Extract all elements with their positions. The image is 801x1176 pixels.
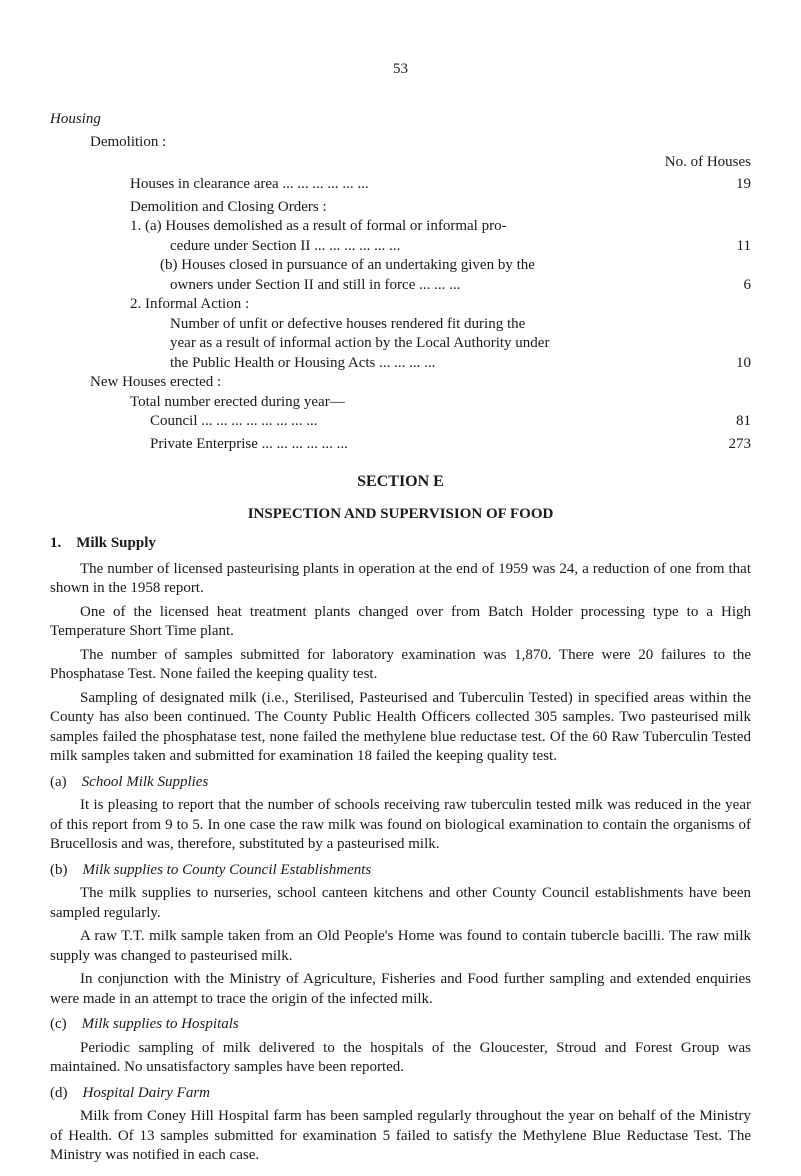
county-council-heading: (b) Milk supplies to County Council Esta… xyxy=(50,861,751,881)
item-2-line3: the Public Health or Housing Acts ... ..… xyxy=(170,354,691,374)
milk-supply-title: Milk Supply xyxy=(76,535,156,551)
item-1a-line2: cedure under Section II ... ... ... ... … xyxy=(170,237,691,257)
total-erected-label: Total number erected during year— xyxy=(130,393,751,413)
demolition-label: Demolition : xyxy=(90,133,751,153)
milk-supply-heading: 1. Milk Supply xyxy=(50,534,751,554)
county-council-para2: A raw T.T. milk sample taken from an Old… xyxy=(50,927,751,966)
hospitals-heading: (c) Milk supplies to Hospitals xyxy=(50,1015,751,1035)
new-houses-label: New Houses erected : xyxy=(90,373,751,393)
dairy-farm-title: Hospital Dairy Farm xyxy=(83,1085,211,1101)
item-2-value: 10 xyxy=(691,315,751,374)
council-label: Council ... ... ... ... ... ... ... ... xyxy=(150,412,691,432)
county-council-label: (b) xyxy=(50,862,68,878)
item-1b-line1: (b) Houses closed in pursuance of an und… xyxy=(160,256,691,276)
item-1b-value: 6 xyxy=(691,256,751,295)
item-2-label: 2. Informal Action : xyxy=(130,295,751,315)
hospitals-para: Periodic sampling of milk delivered to t… xyxy=(50,1039,751,1078)
section-e-title: SECTION E xyxy=(50,472,751,493)
item-1b-line2: owners under Section II and still in for… xyxy=(170,276,691,296)
item-2-line1: Number of unfit or defective houses rend… xyxy=(170,315,691,335)
milk-para3: The number of samples submitted for labo… xyxy=(50,646,751,685)
milk-para1: The number of licensed pasteurising plan… xyxy=(50,560,751,599)
private-value: 273 xyxy=(691,435,751,455)
section-e-subtitle: INSPECTION AND SUPERVISION OF FOOD xyxy=(50,505,751,525)
dairy-farm-label: (d) xyxy=(50,1085,68,1101)
dairy-farm-para: Milk from Coney Hill Hospital farm has b… xyxy=(50,1107,751,1166)
item-1a-value: 11 xyxy=(691,217,751,256)
county-council-para1: The milk supplies to nurseries, school c… xyxy=(50,884,751,923)
clearance-area-value: 19 xyxy=(691,175,751,195)
clearance-area-label: Houses in clearance area ... ... ... ...… xyxy=(130,175,691,195)
item-1a-line1: 1. (a) Houses demolished as a result of … xyxy=(130,217,691,237)
milk-para4: Sampling of designated milk (i.e., Steri… xyxy=(50,689,751,767)
county-council-title: Milk supplies to County Council Establis… xyxy=(83,862,372,878)
dairy-farm-heading: (d) Hospital Dairy Farm xyxy=(50,1084,751,1104)
private-label: Private Enterprise ... ... ... ... ... .… xyxy=(150,435,691,455)
school-milk-title: School Milk Supplies xyxy=(82,774,209,790)
milk-supply-number: 1. xyxy=(50,535,61,551)
hospitals-label: (c) xyxy=(50,1016,67,1032)
houses-header: No. of Houses xyxy=(50,153,751,173)
county-council-para3: In conjunction with the Ministry of Agri… xyxy=(50,970,751,1009)
closing-orders-label: Demolition and Closing Orders : xyxy=(130,198,751,218)
milk-para2: One of the licensed heat treatment plant… xyxy=(50,603,751,642)
school-milk-label: (a) xyxy=(50,774,67,790)
item-2-line2: year as a result of informal action by t… xyxy=(170,334,691,354)
council-value: 81 xyxy=(691,412,751,432)
school-milk-para: It is pleasing to report that the number… xyxy=(50,796,751,855)
page-number: 53 xyxy=(50,60,751,80)
school-milk-heading: (a) School Milk Supplies xyxy=(50,773,751,793)
housing-title: Housing xyxy=(50,110,751,130)
hospitals-title: Milk supplies to Hospitals xyxy=(82,1016,239,1032)
